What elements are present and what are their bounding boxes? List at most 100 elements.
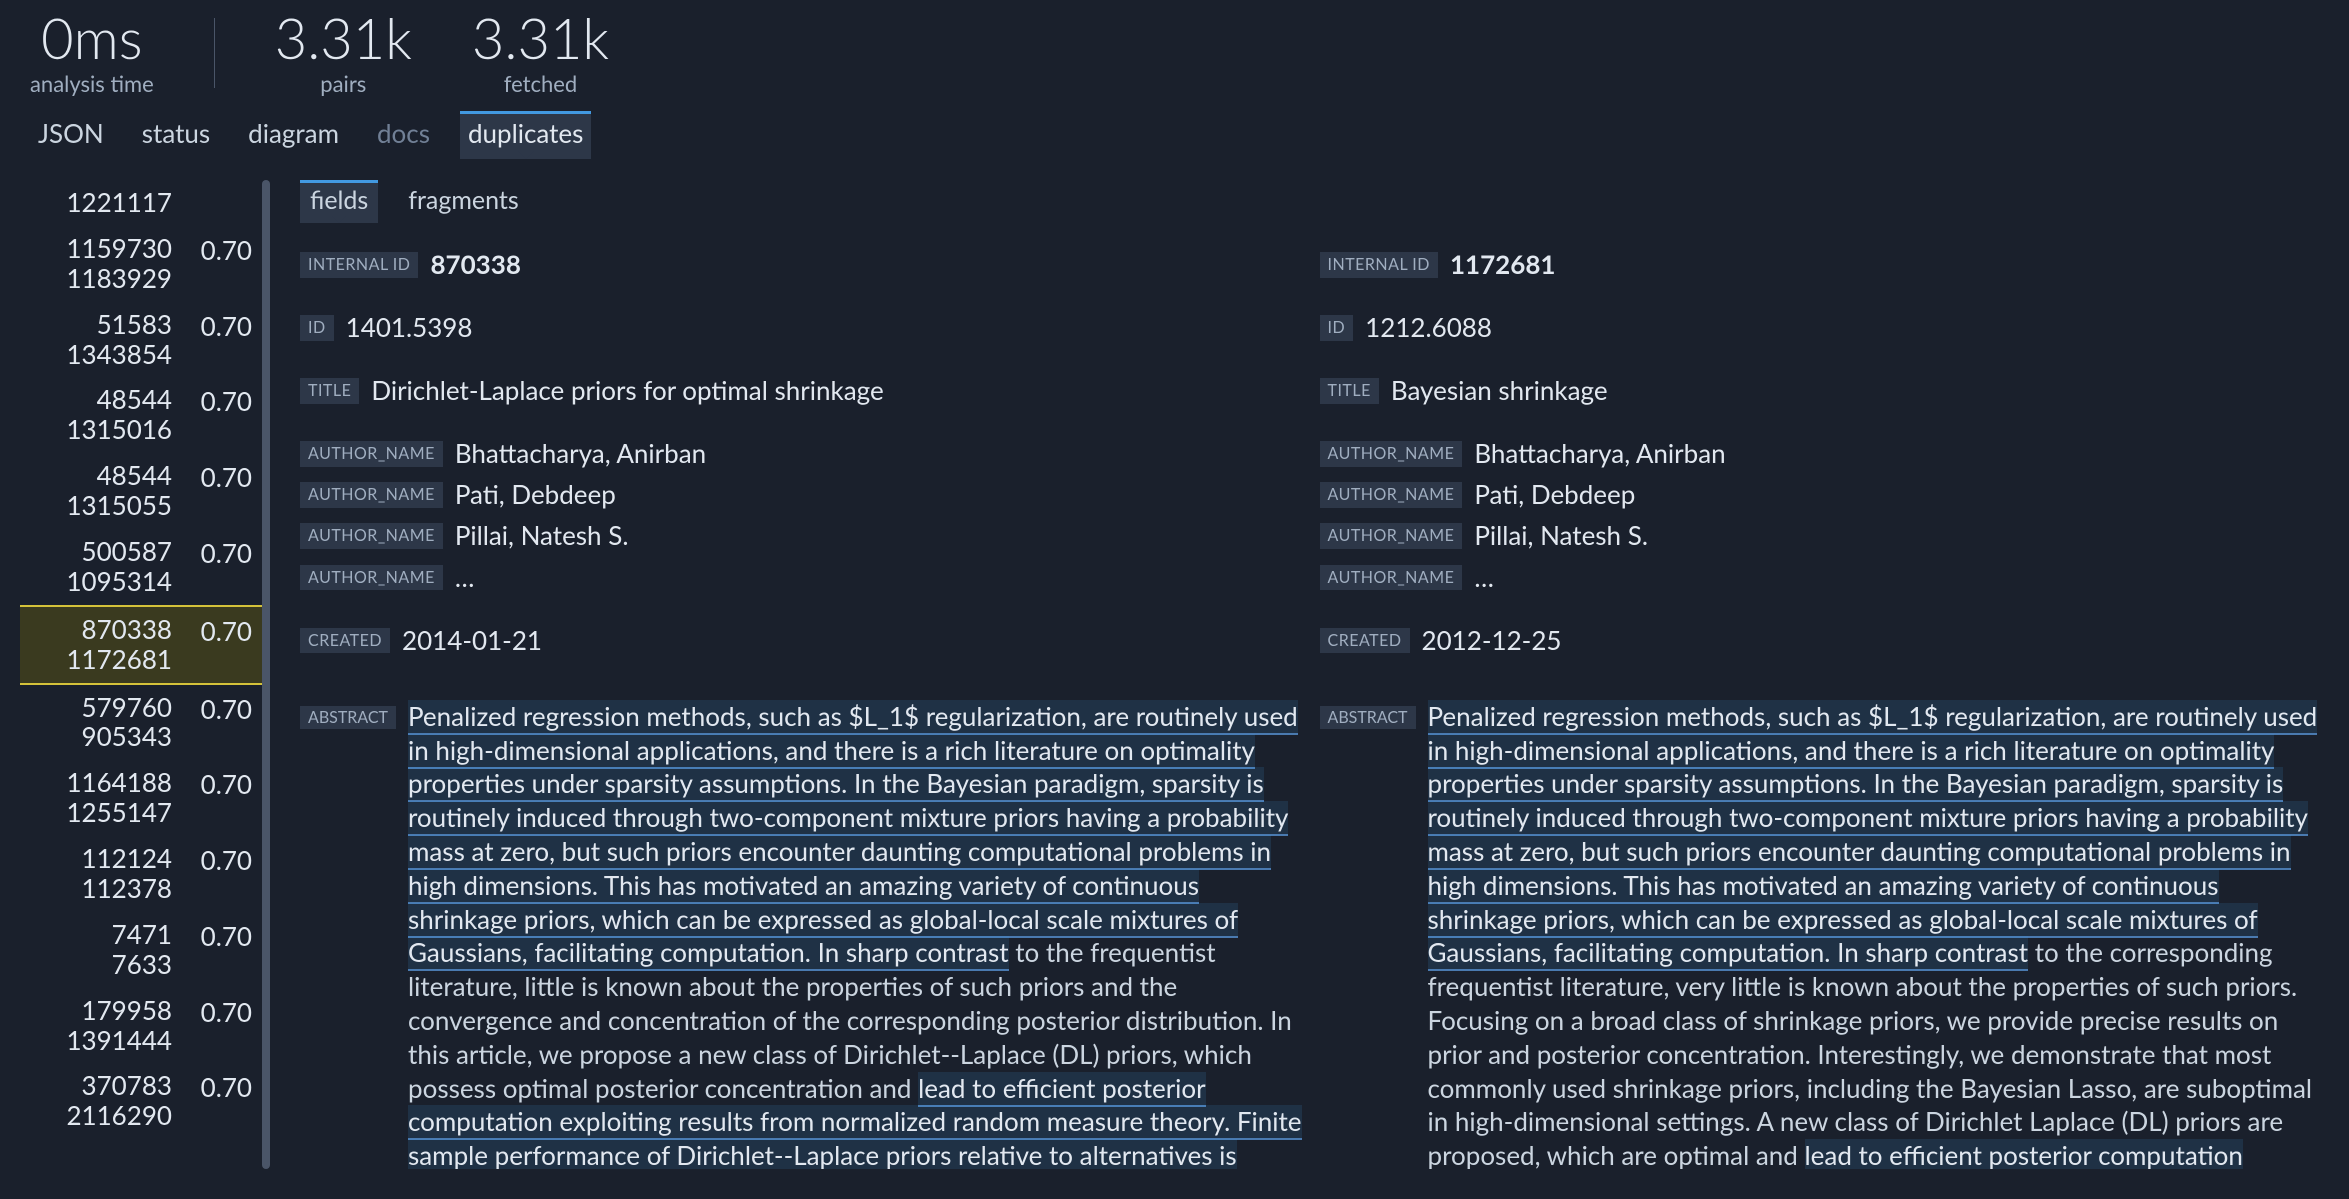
subtab-fields[interactable]: fields (300, 180, 378, 223)
compare-columns: INTERNAL ID 870338 ID 1401.5398 TITLE Di… (300, 247, 2329, 1169)
tab-docs[interactable]: docs (369, 111, 438, 159)
field-value: 870338 (430, 247, 520, 282)
author-name: Pati, Debdeep (1474, 477, 1635, 512)
field-value: 2012-12-25 (1422, 623, 1562, 658)
pair-row[interactable]: 115973011839290.70 (20, 226, 270, 302)
pair-score: 0.70 (192, 768, 252, 800)
author-name: … (1474, 560, 1494, 595)
stat-value: 0ms (30, 10, 154, 66)
field-author: AUTHOR_NAMEPati, Debdeep (1320, 477, 2330, 512)
pair-score: 0.70 (192, 693, 252, 725)
field-author: AUTHOR_NAME Pati, Debdeep (300, 477, 1310, 512)
pair-ids: 11641881255147 (20, 768, 192, 828)
pair-row[interactable]: 87033811726810.70 (20, 605, 270, 685)
field-id: ID 1212.6088 (1320, 310, 2330, 345)
pair-ids: 8703381172681 (20, 615, 192, 675)
authors-list: AUTHOR_NAME Bhattacharya, Anirban AUTHOR_N… (1320, 436, 2330, 594)
field-label: TITLE (1320, 378, 1379, 404)
field-label: ID (300, 315, 334, 341)
pair-score: 0.70 (192, 615, 252, 647)
field-value: 2014-01-21 (402, 623, 542, 658)
pair-score: 0.70 (192, 234, 252, 266)
field-abstract: ABSTRACT Penalized regression methods, s… (300, 700, 1310, 1169)
stat-label: pairs (275, 70, 412, 97)
field-label: AUTHOR_NAME (1320, 565, 1463, 591)
stats-bar: 0ms analysis time 3.31k pairs 3.31k fetc… (0, 0, 2349, 97)
tab-duplicates[interactable]: duplicates (460, 111, 591, 159)
pair-row[interactable]: 5797609053430.70 (20, 685, 270, 761)
field-label: AUTHOR_NAME (300, 482, 443, 508)
stat-value: 3.31k (472, 10, 609, 66)
abstract-text: Penalized regression methods, such as $L… (1428, 700, 2330, 1169)
pair-row[interactable]: 747176330.70 (20, 912, 270, 988)
field-value: 1401.5398 (346, 310, 473, 345)
pair-ids: 485441315016 (20, 385, 192, 445)
pair-list[interactable]: 1221117115973011839290.705158313438540.7… (20, 160, 270, 1169)
subtab-fragments[interactable]: fragments (398, 180, 528, 223)
field-value: Bayesian shrinkage (1391, 373, 1608, 408)
field-title: TITLE Dirichlet-Laplace priors for optim… (300, 373, 1310, 408)
field-label: ID (1320, 315, 1354, 341)
author-name: Pillai, Natesh S. (455, 518, 629, 553)
pair-ids: 5005871095314 (20, 537, 192, 597)
pair-ids: 515831343854 (20, 310, 192, 370)
stat-separator (214, 18, 215, 88)
pair-ids: 74717633 (20, 920, 192, 980)
field-label: AUTHOR_NAME (1320, 441, 1463, 467)
field-label: AUTHOR_NAME (300, 523, 443, 549)
pair-ids: 3707832116290 (20, 1071, 192, 1131)
pair-score: 0.70 (192, 920, 252, 952)
tab-status[interactable]: status (134, 111, 218, 159)
field-label: CREATED (1320, 628, 1410, 654)
tab-diagram[interactable]: diagram (240, 111, 347, 159)
field-author: AUTHOR_NAME … (300, 560, 1310, 595)
authors-list: AUTHOR_NAMEBhattacharya, AnirbanAUTHOR_N… (300, 436, 1310, 594)
field-created: CREATED 2012-12-25 (1320, 623, 2330, 658)
field-label: ABSTRACT (300, 706, 396, 729)
pair-row[interactable]: 37078321162900.70 (20, 1063, 270, 1139)
field-internal-id: INTERNAL ID 870338 (300, 247, 1310, 282)
author-name: Bhattacharya, Anirban (1474, 436, 1725, 471)
field-author: AUTHOR_NAMEBhattacharya, Anirban (300, 436, 1310, 471)
pair-row[interactable]: 116418812551470.70 (20, 760, 270, 836)
field-label: CREATED (300, 628, 390, 654)
field-label: INTERNAL ID (300, 252, 418, 278)
field-label: INTERNAL ID (1320, 252, 1438, 278)
pair-score: 0.70 (192, 310, 252, 342)
pair-score: 0.70 (192, 1071, 252, 1103)
author-name: Pati, Debdeep (455, 477, 616, 512)
body: 1221117115973011839290.705158313438540.7… (0, 160, 2349, 1169)
pair-score: 0.70 (192, 537, 252, 569)
field-label: TITLE (300, 378, 359, 404)
pair-row[interactable]: 1121241123780.70 (20, 836, 270, 912)
abstract-span: to the corresponding frequentist literat… (1428, 936, 2313, 1169)
tab-JSON[interactable]: JSON (30, 111, 112, 159)
author-name: Bhattacharya, Anirban (455, 436, 706, 471)
field-author: AUTHOR_NAME Pillai, Natesh S. (300, 518, 1310, 553)
abstract-match: Penalized regression methods, such as $L… (408, 700, 1298, 972)
pair-ids: 485441315055 (20, 461, 192, 521)
pair-row[interactable]: 4854413150550.70 (20, 453, 270, 529)
field-created: CREATED 2014-01-21 (300, 623, 1310, 658)
stat-value: 3.31k (275, 10, 412, 66)
pair-row[interactable]: 4854413150160.70 (20, 377, 270, 453)
pair-row[interactable]: 5158313438540.70 (20, 302, 270, 378)
abstract-match: Penalized regression methods, such as $L… (1428, 700, 2318, 972)
pair-score: 0.70 (192, 844, 252, 876)
abstract-text: Penalized regression methods, such as $L… (408, 700, 1310, 1169)
stat-analysis-time: 0ms analysis time (30, 10, 154, 97)
doc-right: INTERNAL ID 1172681 ID 1212.6088 TITLE B… (1320, 247, 2330, 1169)
doc-left: INTERNAL ID 870338 ID 1401.5398 TITLE Di… (300, 247, 1310, 1169)
stat-pairs: 3.31k pairs (275, 10, 412, 97)
pair-row[interactable]: 17995813914440.70 (20, 988, 270, 1064)
field-value: 1212.6088 (1365, 310, 1492, 345)
field-label: AUTHOR_NAME (300, 565, 443, 591)
pair-row[interactable]: 50058710953140.70 (20, 529, 270, 605)
top-tab-bar: JSON status diagram docs duplicates (0, 97, 2349, 160)
pair-score: 0.70 (192, 385, 252, 417)
author-name: … (455, 560, 475, 595)
compare-panel: fields fragments INTERNAL ID 870338 ID 14… (270, 160, 2349, 1169)
field-author: AUTHOR_NAME … (1320, 560, 2330, 595)
pair-ids: 579760905343 (20, 693, 192, 753)
pair-row[interactable]: 1221117 (20, 180, 270, 226)
